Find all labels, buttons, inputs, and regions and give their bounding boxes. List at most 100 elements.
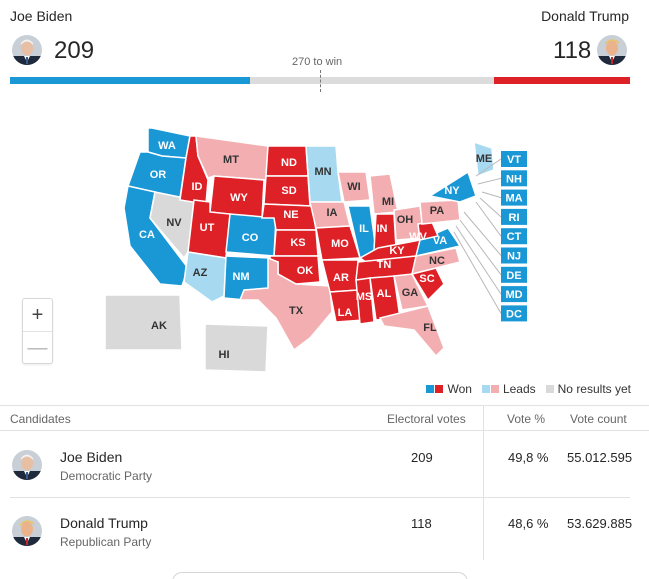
state-label-wi: WI <box>347 181 360 193</box>
state-label-nd: ND <box>281 157 297 169</box>
state-vt[interactable] <box>501 151 527 167</box>
state-label-ct: CT <box>507 231 522 243</box>
row-party: Democratic Party <box>60 469 153 483</box>
state-label-az: AZ <box>193 267 208 279</box>
state-wi[interactable] <box>337 171 371 203</box>
state-ms[interactable] <box>355 277 375 325</box>
state-label-pa: PA <box>430 205 445 217</box>
row-vote-count: 55.012.595 <box>567 450 633 465</box>
state-label-ny: NY <box>444 185 460 197</box>
state-mn[interactable] <box>305 145 343 203</box>
col-vote-percent[interactable]: Vote % <box>507 412 546 426</box>
state-label-ms: MS <box>356 291 373 303</box>
state-label-ri: RI <box>509 212 520 224</box>
right-electoral-score: 118 <box>553 37 592 64</box>
dem-progress-fill <box>10 77 250 84</box>
state-fl[interactable] <box>378 305 445 358</box>
row-candidate-name: Donald Trump <box>60 515 148 531</box>
row-vote-count: 53.629.885 <box>567 516 633 531</box>
row-party: Republican Party <box>60 535 152 549</box>
state-label-nm: NM <box>232 271 249 283</box>
legend-no-results-swatch <box>545 385 554 393</box>
state-label-va: VA <box>433 235 448 247</box>
state-label-ca: CA <box>139 229 155 241</box>
state-md[interactable] <box>501 286 527 303</box>
callout-line-ri <box>479 197 502 218</box>
state-label-mn: MN <box>314 166 331 178</box>
left-candidate-name: Joe Biden <box>10 8 73 24</box>
row-divider <box>10 497 630 498</box>
state-label-oh: OH <box>397 214 414 226</box>
row-electoral-votes: 209 <box>411 450 433 465</box>
biden-row-avatar <box>12 450 42 480</box>
state-label-il: IL <box>359 223 369 235</box>
state-label-dc: DC <box>506 308 522 320</box>
state-label-fl: FL <box>423 322 437 334</box>
state-label-mi: MI <box>382 196 394 208</box>
state-label-ut: UT <box>200 222 215 234</box>
state-ma[interactable] <box>501 189 527 206</box>
state-tx[interactable] <box>238 256 333 352</box>
state-va[interactable] <box>414 227 462 258</box>
state-label-nc: NC <box>429 255 445 267</box>
right-candidate-name: Donald Trump <box>541 8 629 24</box>
state-ri[interactable] <box>501 208 527 225</box>
legend-won-label: Won <box>447 382 472 396</box>
state-label-tn: TN <box>377 259 392 271</box>
callout-line-vt <box>475 158 502 177</box>
rep-progress-fill <box>494 77 630 84</box>
callout-line-nh <box>477 177 502 185</box>
legend-leads-label: Leads <box>502 382 536 396</box>
column-divider <box>483 405 484 560</box>
state-label-wa: WA <box>158 140 176 152</box>
legend-dem-leads-swatch <box>481 385 490 393</box>
state-label-al: AL <box>377 288 392 300</box>
legend-no-results-label: No results yet <box>557 382 631 396</box>
legend-rep-won-swatch <box>435 385 444 393</box>
row-candidate-name: Joe Biden <box>60 449 123 465</box>
map-zoom-control: + — <box>22 298 53 364</box>
state-hi[interactable] <box>204 323 269 373</box>
state-label-wv: WV <box>409 231 427 243</box>
state-label-ia: IA <box>327 207 338 219</box>
results-table-header: Candidates Electoral votes Vote % Vote c… <box>0 405 649 431</box>
state-label-or: OR <box>150 169 167 181</box>
state-az[interactable] <box>183 251 227 303</box>
state-ct[interactable] <box>501 228 527 245</box>
state-de[interactable] <box>501 266 527 283</box>
legend-rep-leads-swatch <box>490 385 499 393</box>
state-mi[interactable] <box>369 173 399 215</box>
trump-row-avatar <box>12 516 42 546</box>
state-label-ky: KY <box>389 245 405 257</box>
trump-avatar <box>597 35 627 65</box>
state-label-id: ID <box>192 181 203 193</box>
state-label-nv: NV <box>166 217 182 229</box>
state-label-ok: OK <box>297 265 314 277</box>
col-candidates[interactable]: Candidates <box>10 412 71 426</box>
state-label-me: ME <box>476 153 493 165</box>
state-ak[interactable] <box>104 294 183 351</box>
row-vote-percent: 49,8 % <box>508 450 549 465</box>
state-ny[interactable] <box>428 170 477 203</box>
callout-line-md <box>455 225 502 295</box>
state-label-mo: MO <box>331 238 349 250</box>
callout-line-ct <box>475 201 502 237</box>
election-map[interactable]: WA OR CA NV ID MT WY UT AZ CO NM ND SD NE KS OK TX MN IA MO… <box>0 0 649 380</box>
state-label-nj: NJ <box>507 251 521 263</box>
zoom-in-button[interactable]: + <box>31 304 44 326</box>
state-label-la: LA <box>338 307 353 319</box>
state-label-sc: SC <box>419 273 434 285</box>
left-electoral-score: 209 <box>54 37 95 64</box>
threshold-marker <box>320 70 321 92</box>
col-electoral-votes[interactable]: Electoral votes <box>387 412 466 426</box>
show-more-button[interactable] <box>172 572 468 579</box>
state-nh[interactable] <box>501 170 527 187</box>
col-vote-count[interactable]: Vote count <box>570 412 627 426</box>
threshold-label: 270 to win <box>292 56 343 68</box>
state-nj[interactable] <box>501 247 527 264</box>
zoom-out-button[interactable]: — <box>23 331 52 363</box>
callout-line-nj <box>463 211 502 256</box>
state-label-de: DE <box>506 270 521 282</box>
state-dc[interactable] <box>501 305 527 322</box>
legend-dem-won-swatch <box>426 385 435 393</box>
